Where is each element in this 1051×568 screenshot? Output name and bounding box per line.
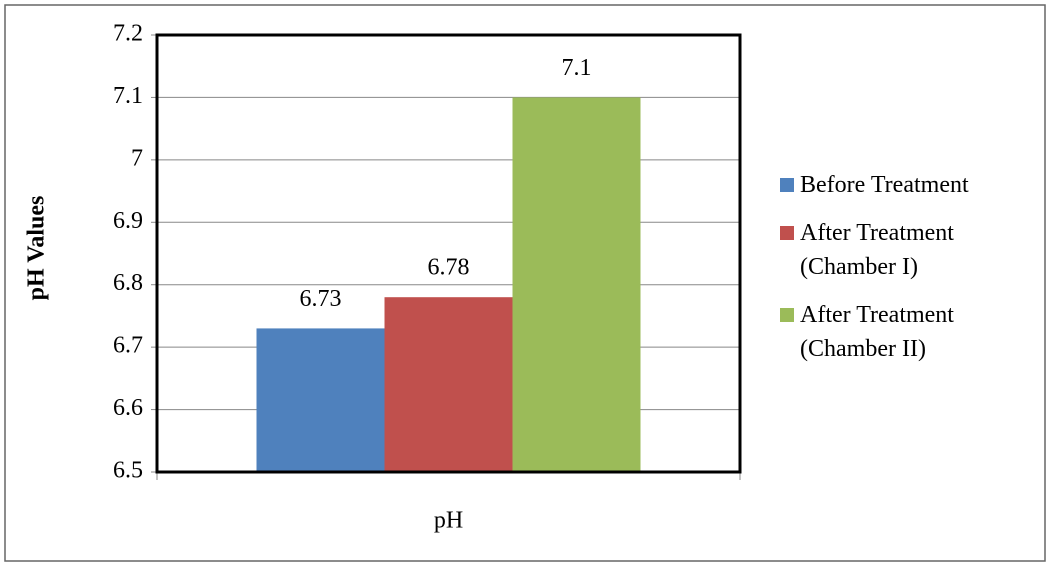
legend-item: Before Treatment [780,168,1030,202]
bar [512,97,641,472]
frame [4,4,1046,562]
legend-swatch [780,308,794,322]
y-axis-title: pH Values [24,196,50,301]
legend-item: After Treatment (Chamber I) [780,216,1030,284]
y-tick-label: 7 [131,145,143,171]
data-label: 6.78 [428,255,470,281]
y-tick-label: 7.1 [113,83,143,109]
y-tick-label: 6.9 [113,208,143,234]
legend-label: After Treatment (Chamber I) [800,220,954,280]
legend: Before Treatment After Treatment (Chamber… [780,168,1030,380]
data-label: 7.1 [562,55,592,81]
legend-item: After Treatment (Chamber II) [780,298,1030,366]
legend-label: After Treatment (Chamber II) [800,302,954,362]
data-label: 6.73 [300,286,342,312]
bar [256,328,385,472]
bar [384,297,513,472]
y-tick-label: 6.6 [113,395,143,421]
y-tick-label: 7.2 [113,21,143,47]
x-tick-label: pH [434,508,463,534]
y-tick-label: 6.7 [113,333,143,359]
y-tick-label: 6.8 [113,270,143,296]
legend-swatch [780,226,794,240]
legend-label: Before Treatment [800,172,969,198]
legend-swatch [780,178,794,192]
plot-border [155,33,742,474]
y-tick-label: 6.5 [113,458,143,484]
